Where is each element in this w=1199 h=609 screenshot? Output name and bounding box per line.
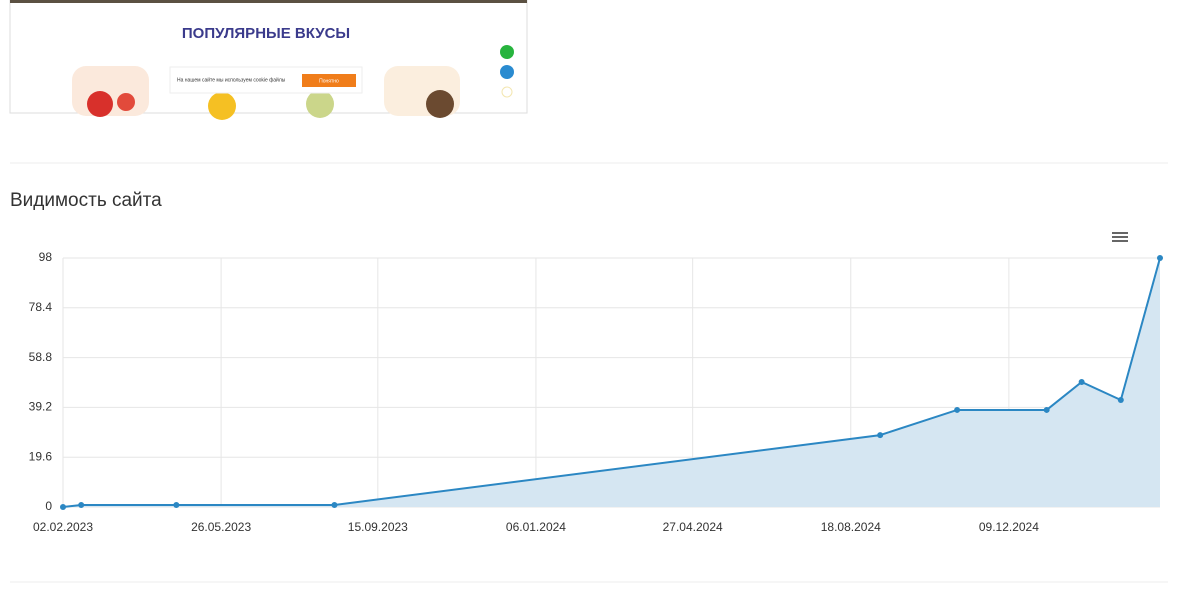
x-tick-label: 02.02.2023 [33, 520, 93, 534]
marker [954, 406, 961, 413]
marker [78, 501, 85, 508]
plot: 0 19.6 39.2 58.8 78.4 98 02.02.2023 26.05.2023 1… [29, 250, 1163, 534]
thumbnail-heading: ПОПУЛЯРНЫЕ ВКУСЫ [182, 25, 350, 42]
marker [1157, 255, 1163, 261]
x-tick-label: 06.01.2024 [506, 520, 566, 534]
thumbnail: ПОПУЛЯРНЫЕ ВКУСЫ На нашем сайте мы испол… [9, 0, 528, 120]
x-tick-label: 18.08.2024 [821, 520, 881, 534]
marker [173, 501, 180, 508]
cookie-button[interactable] [302, 74, 356, 87]
telegram-icon[interactable] [500, 65, 514, 79]
extra-icon[interactable] [501, 86, 513, 98]
whatsapp-icon[interactable] [500, 45, 514, 59]
x-tick-label: 27.04.2024 [663, 520, 723, 534]
x-tick-label: 15.09.2023 [348, 520, 408, 534]
fruit [306, 90, 334, 118]
x-tick-label: 26.05.2023 [191, 520, 251, 534]
fruit [208, 92, 236, 120]
line [62, 257, 1161, 508]
y-tick-label: 78.4 [29, 300, 53, 314]
marker [877, 432, 884, 439]
marker [1078, 378, 1085, 385]
chart-menu[interactable] [1112, 232, 1128, 242]
chart-title: Видимость сайта [10, 190, 162, 211]
x-tick-label: 09.12.2024 [979, 520, 1039, 534]
y-tick-label: 39.2 [29, 400, 53, 414]
y-tick-label: 0 [45, 499, 52, 513]
menu-bar [1112, 236, 1128, 238]
y-tick-label: 58.8 [29, 350, 53, 364]
fruit [117, 93, 135, 111]
marker [60, 504, 66, 510]
marker [1043, 406, 1050, 413]
marker [331, 501, 338, 508]
y-tick-label: 98 [39, 250, 53, 264]
thumbnail-strip [10, 0, 527, 3]
menu-bar [1112, 240, 1128, 242]
fruit [426, 90, 454, 118]
cookie-text: На нашем сайте мы используем cookie файл… [177, 76, 286, 83]
area [63, 258, 1160, 507]
cookie-button-label: Понятно [319, 78, 339, 84]
marker [1117, 397, 1124, 404]
fruit [87, 91, 113, 117]
menu-bar [1112, 232, 1128, 234]
y-tick-label: 19.6 [29, 449, 53, 463]
